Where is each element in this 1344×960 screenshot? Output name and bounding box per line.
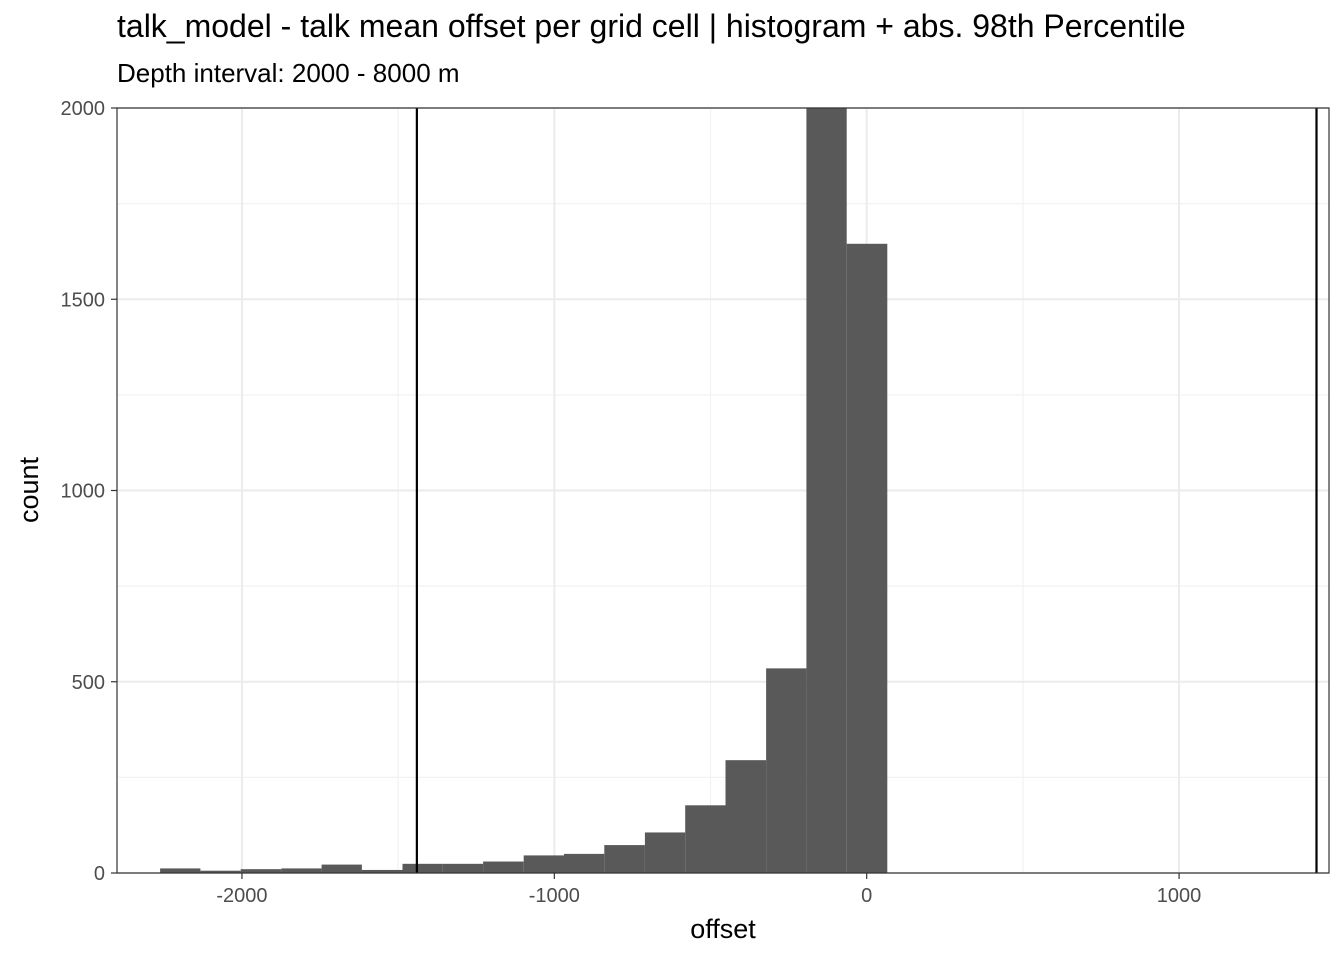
y-axis-ticks: 0 500 1000 1500 2000 (61, 98, 117, 885)
histogram-bar (644, 832, 686, 873)
histogram-bar (442, 863, 484, 873)
histogram-bar (685, 805, 726, 873)
percentile-lines (415, 108, 1318, 873)
histogram-bars (160, 108, 888, 874)
histogram-bar (281, 868, 322, 873)
y-tick-label: 0 (94, 863, 105, 885)
y-tick-label: 1000 (61, 481, 106, 503)
histogram-bar (240, 869, 282, 873)
histogram-bar (766, 668, 807, 873)
chart-subtitle: Depth interval: 2000 - 8000 m (117, 58, 460, 88)
histogram-bar (402, 863, 443, 873)
y-axis-title: count (14, 456, 44, 523)
histogram-bar (160, 868, 201, 873)
x-axis-title: offset (690, 914, 756, 944)
histogram-bar (806, 108, 847, 873)
histogram-bar (523, 855, 565, 873)
major-gridlines (117, 107, 1329, 874)
histogram-bar (564, 853, 605, 873)
histogram-bar (483, 861, 524, 873)
y-tick-label: 1500 (61, 289, 106, 311)
histogram-bar (361, 869, 403, 873)
x-axis-ticks: -2000 -1000 0 1000 (216, 873, 1201, 907)
y-tick-label: 500 (72, 672, 105, 694)
histogram-bar (725, 760, 767, 873)
x-tick-label: 1000 (1157, 885, 1202, 907)
histogram-bar (321, 864, 362, 873)
chart-title: talk_model - talk mean offset per grid c… (117, 8, 1186, 44)
histogram-bar (846, 243, 888, 874)
y-tick-label: 2000 (61, 98, 106, 120)
x-tick-label: 0 (861, 885, 872, 907)
histogram-bar (604, 845, 645, 873)
histogram-bar (200, 870, 241, 873)
x-tick-label: -1000 (529, 885, 580, 907)
x-tick-label: -2000 (216, 885, 267, 907)
